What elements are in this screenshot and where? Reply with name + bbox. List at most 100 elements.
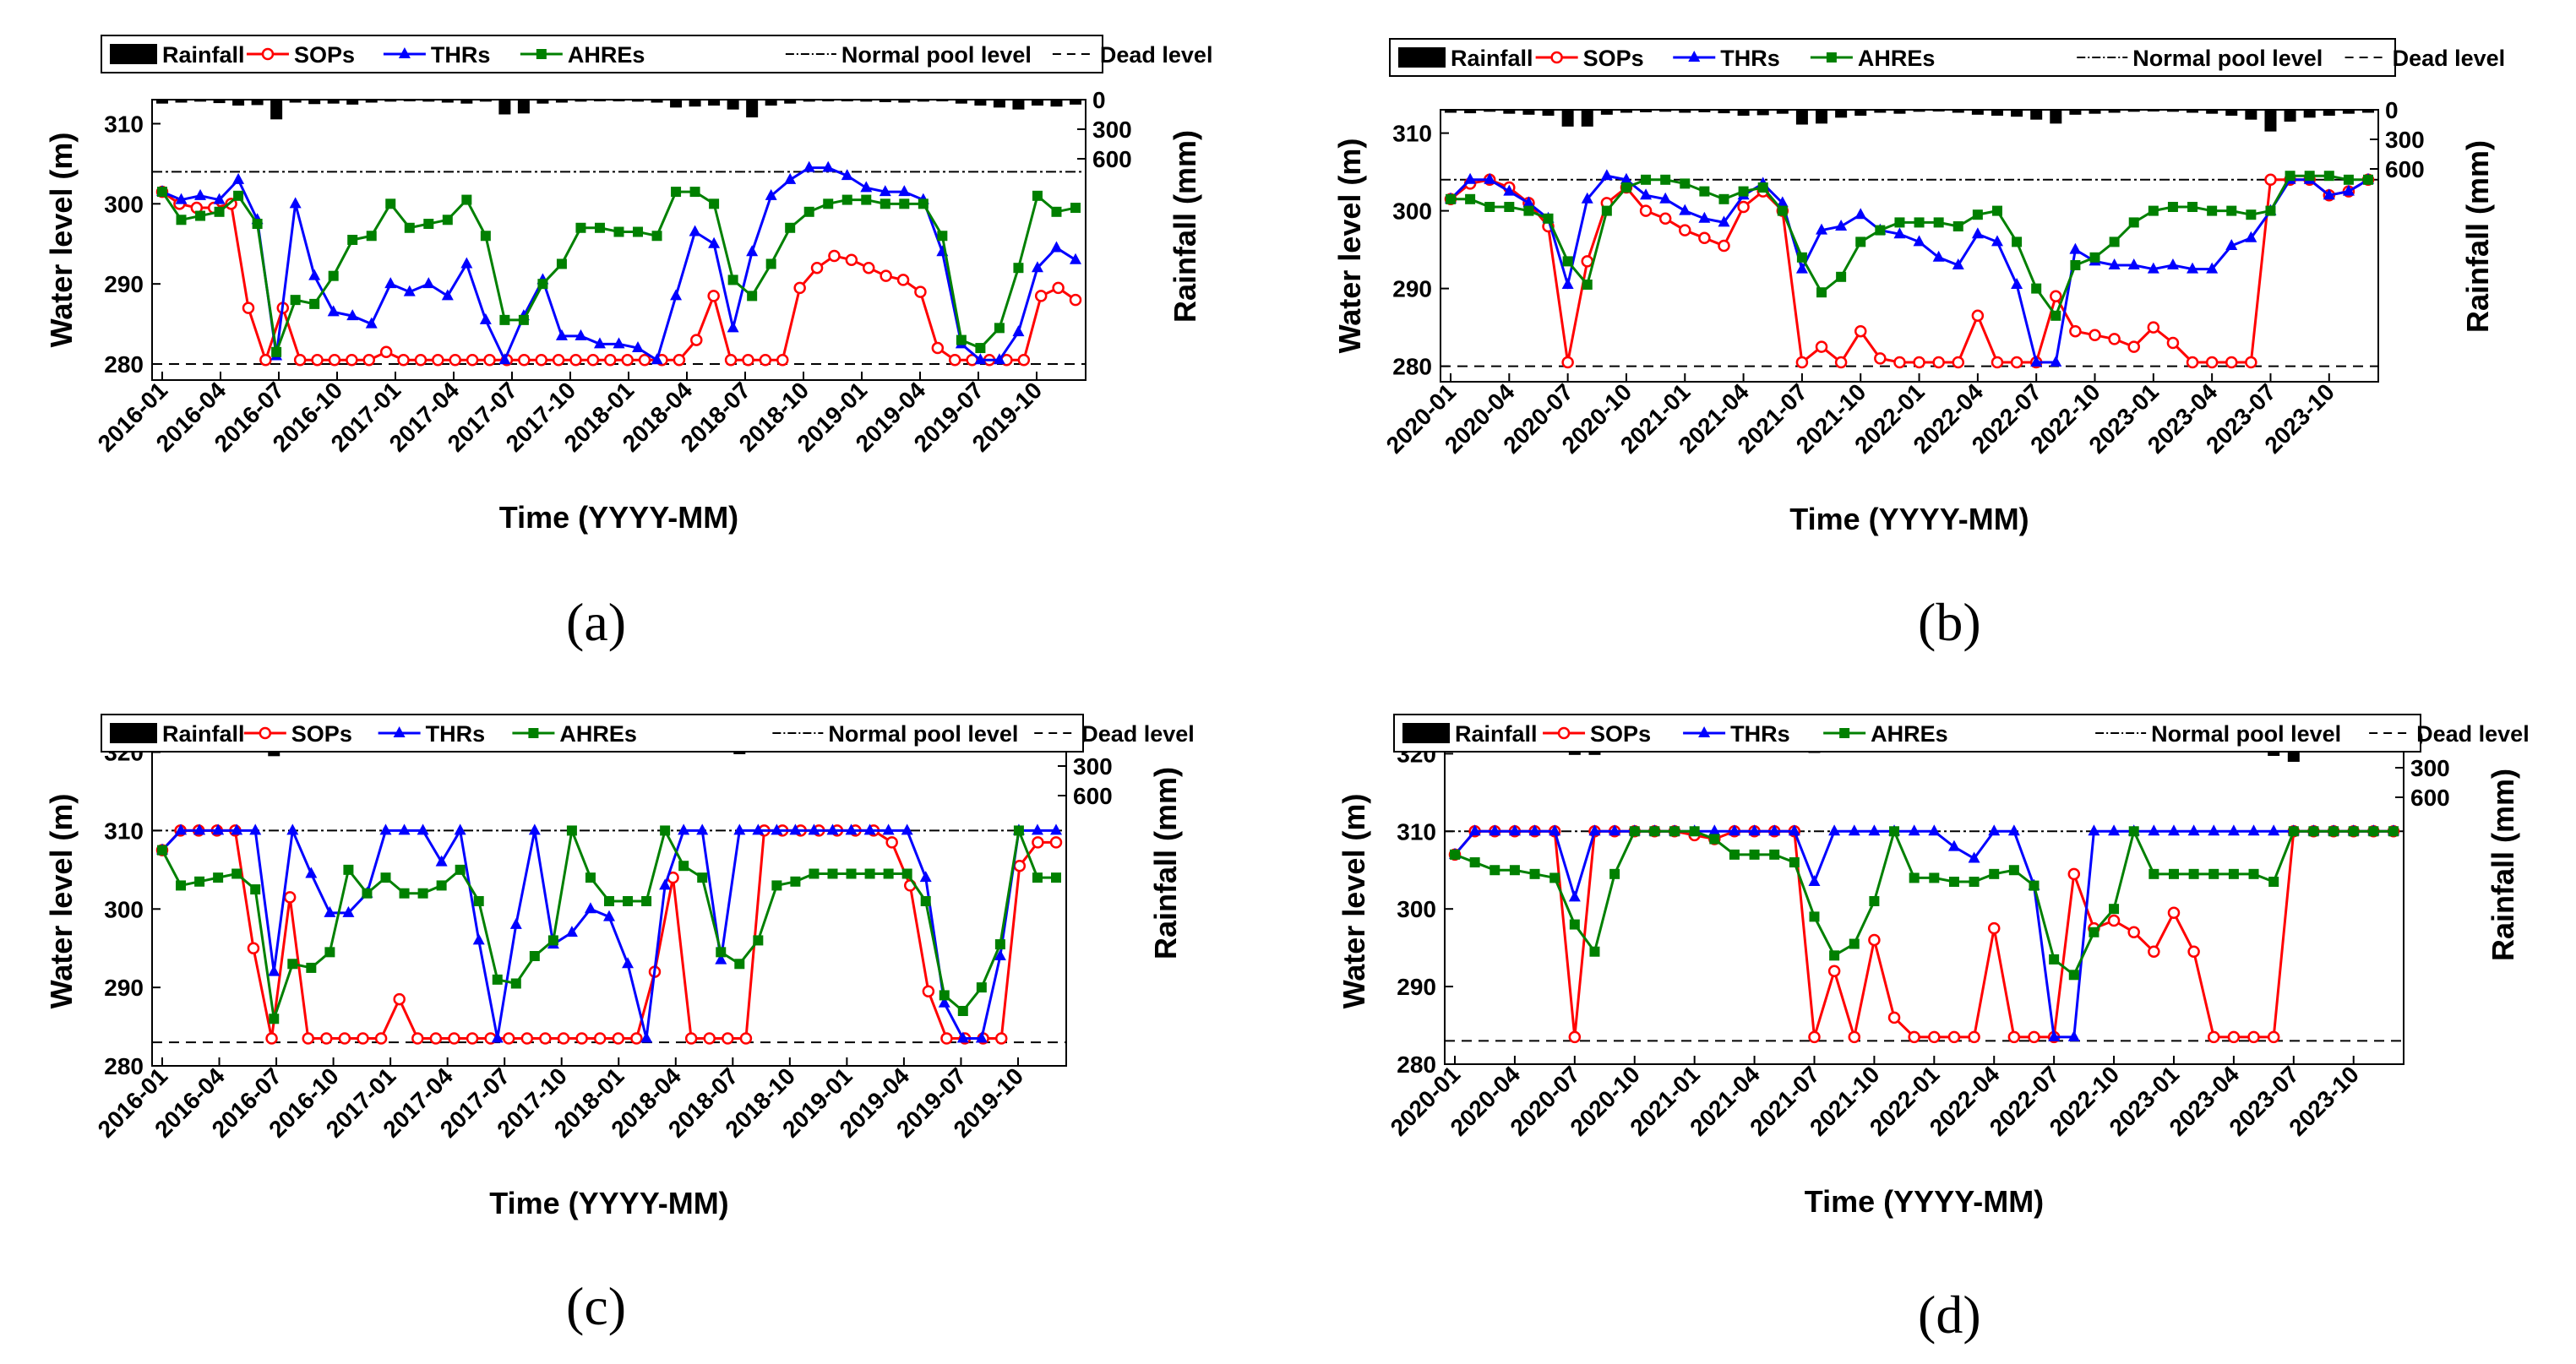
sops-point <box>931 341 945 355</box>
ahres-point <box>1855 236 1866 247</box>
y2-axis-title: Rainfall (mm) <box>1168 130 1202 323</box>
thrs-point <box>1549 824 1561 836</box>
ahres-point <box>1504 202 1515 212</box>
thrs-point <box>249 823 262 835</box>
sops-point <box>1834 356 1848 369</box>
panel-d: 28029030031032003006002020-012020-042020… <box>1335 693 2576 1364</box>
legend-label: SOPs <box>1583 46 1644 71</box>
legend-marker-sops <box>259 726 272 740</box>
legend-label: AHREs <box>1858 46 1936 71</box>
ahres-point <box>1465 193 1476 204</box>
rainfall-bar <box>1031 100 1043 106</box>
rainfall-bar <box>1464 110 1477 114</box>
rainfall-bar <box>1561 110 1574 127</box>
ahres-point <box>290 295 301 306</box>
legend-swatch-rainfall <box>1402 723 1450 743</box>
sops-point <box>1991 356 2004 369</box>
ahres-point <box>2228 868 2239 879</box>
ahres-point <box>518 314 529 325</box>
thrs-point <box>1788 824 1800 836</box>
sops-point <box>569 354 582 367</box>
rainfall-bar <box>1600 110 1613 115</box>
ahres-point <box>747 291 758 302</box>
sops-point <box>2147 321 2160 334</box>
ahres-point <box>1051 872 1061 883</box>
rainfall-bar <box>555 100 568 103</box>
sops-point <box>2267 1030 2280 1044</box>
rainfall-bar <box>2166 110 2179 112</box>
rainfall-bar <box>593 100 606 101</box>
sops-point <box>448 1032 460 1045</box>
ahres-point <box>976 982 987 993</box>
thrs-point <box>632 341 645 353</box>
legend-label: AHREs <box>568 42 645 68</box>
sops-point <box>593 1032 607 1045</box>
rainfall-bar <box>936 100 949 101</box>
thrs-point <box>901 823 913 835</box>
ahres-point <box>2246 209 2257 220</box>
ahres-point <box>2168 868 2179 879</box>
sops-point <box>552 354 565 367</box>
thrs-point <box>305 867 318 878</box>
sops-point <box>311 354 324 367</box>
ahres-point <box>2348 826 2359 837</box>
sops-point <box>2264 173 2277 187</box>
ahres-point <box>1013 263 1024 274</box>
ahres-point <box>641 896 652 906</box>
rainfall-bar <box>2089 110 2101 114</box>
sops-point <box>994 1032 1008 1045</box>
thrs-point <box>1050 241 1063 253</box>
rainfall-bar <box>2108 110 2121 113</box>
thrs-point <box>708 236 721 248</box>
ahres-point <box>1484 202 1495 212</box>
thrs-point <box>1968 851 1980 863</box>
rainfall-bar <box>822 100 835 101</box>
sops-point <box>2050 290 2062 303</box>
sops-point <box>1815 340 1828 353</box>
y-axis-title: Water level (m) <box>1337 794 1371 1009</box>
y-tick-label: 290 <box>104 271 144 297</box>
ahres-point <box>771 880 782 891</box>
ahres-point <box>697 872 708 883</box>
sops-point <box>283 891 297 904</box>
rainfall-bar <box>670 100 683 108</box>
y-tick-label: 310 <box>104 111 144 137</box>
sops-point <box>1827 965 1841 977</box>
ahres-point <box>499 314 510 325</box>
sops-point <box>2007 1030 2021 1044</box>
rainfall-bar <box>2127 110 2140 112</box>
y-tick-label: 300 <box>104 896 144 922</box>
rainfall-bar <box>1581 110 1593 127</box>
ahres-point <box>2128 826 2139 837</box>
thrs-point <box>193 823 206 835</box>
rainfall-bar <box>1484 110 1496 112</box>
rainfall-bar <box>536 100 549 104</box>
thrs-point <box>1031 823 1043 835</box>
thrs-point <box>841 169 853 181</box>
ahres-point <box>309 298 320 309</box>
thrs-point <box>491 1031 504 1043</box>
ahres-point <box>790 876 801 887</box>
sops-point <box>1893 356 1906 369</box>
thrs-point <box>1908 824 1920 836</box>
ahres-point <box>861 194 872 205</box>
sops-point <box>2148 945 2160 958</box>
rainfall-bar <box>156 100 168 104</box>
ahres-point <box>1809 911 1820 922</box>
rainfall-bar <box>2264 110 2277 132</box>
rainfall-bar <box>1542 110 1555 116</box>
thrs-point <box>938 996 950 1008</box>
thrs-point <box>898 185 911 197</box>
ahres-point <box>233 190 244 201</box>
sops-point <box>320 1032 333 1045</box>
ahres-point <box>623 896 634 906</box>
rainfall-bar <box>1737 110 1750 116</box>
ahres-point <box>2304 171 2315 182</box>
legend-marker-thrs <box>393 726 406 737</box>
thrs-point <box>2147 262 2159 274</box>
ahres-point <box>347 235 358 245</box>
ahres-point <box>2285 171 2296 182</box>
ahres-point <box>803 206 814 217</box>
ahres-point <box>809 868 820 879</box>
thrs-point <box>1835 220 1848 231</box>
